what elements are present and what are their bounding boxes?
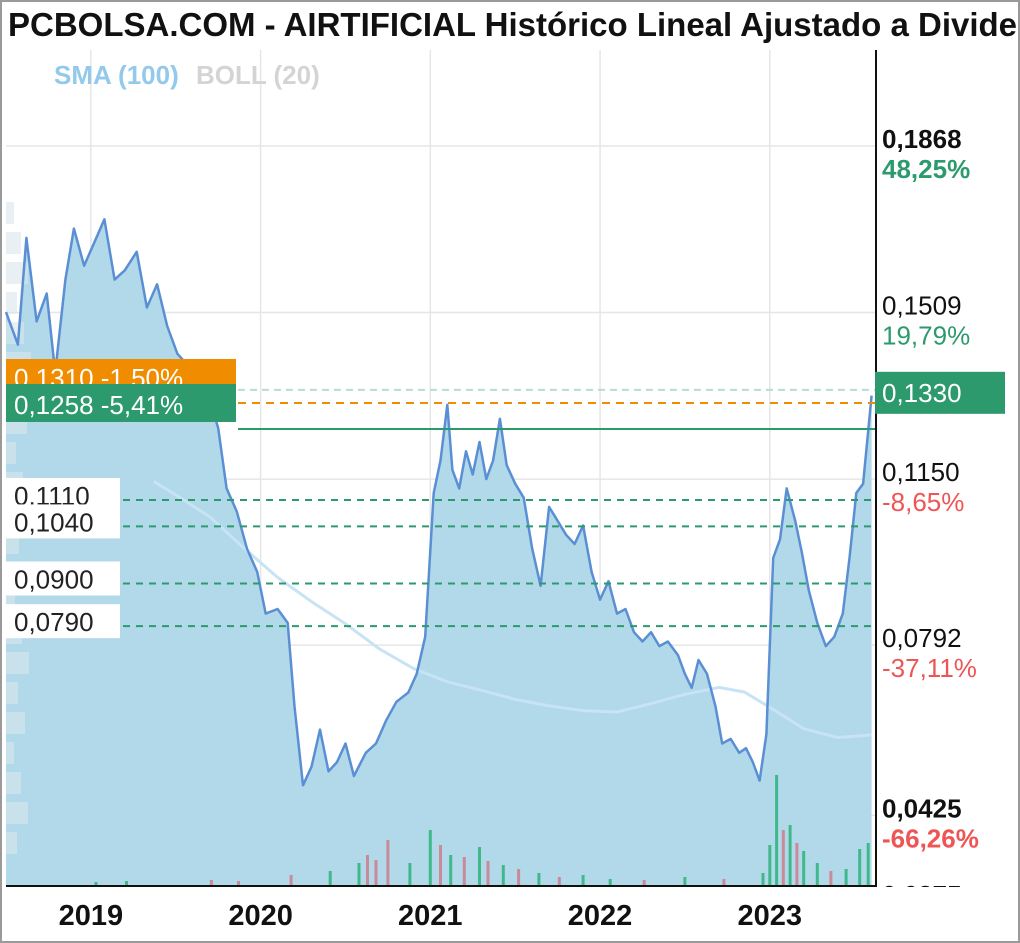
support-label: 0,1040 [14, 507, 94, 537]
volume-profile-bar [6, 712, 25, 734]
volume-bar [357, 863, 361, 885]
volume-bar [788, 825, 792, 885]
right-axis-price-label: 0,1150 [882, 457, 960, 487]
support-label-box [6, 504, 120, 539]
legend-boll[interactable]: BOLL (20) [195, 60, 320, 90]
price-line [4, 218, 873, 787]
volume-bar [386, 840, 390, 885]
volume-bar [557, 877, 561, 885]
current-price-label: 0,1330 [882, 378, 962, 408]
volume-profile-bar [6, 802, 28, 824]
legend-sma[interactable]: SMA (100) [54, 60, 179, 90]
x-tick-label: 2022 [568, 900, 633, 932]
x-tick-label: 2019 [59, 900, 124, 932]
volume-profile-bar [6, 202, 14, 224]
volume-bar [866, 843, 870, 885]
indicator-legend: SMA (100) BOLL (20) [54, 60, 330, 91]
volume-bar [802, 851, 806, 885]
volume-bar [374, 860, 378, 885]
volume-bar [722, 879, 726, 885]
volume-bar [94, 882, 98, 885]
volume-bar [328, 871, 332, 885]
volume-bar [366, 855, 369, 885]
volume-bar [449, 855, 453, 885]
support-label-box [6, 561, 120, 596]
volume-profile-bar [6, 292, 17, 314]
volume-bar [462, 857, 466, 885]
volume-bar [125, 881, 128, 885]
volume-profile-bar [6, 772, 21, 794]
volume-profile-bar [6, 592, 15, 614]
volume-bar [858, 849, 862, 885]
support-label-box [6, 604, 120, 639]
volume-bar [761, 873, 765, 885]
right-axis-price-label: 0,0425 [882, 793, 962, 823]
volume-bar [486, 861, 490, 885]
volume-bar [829, 871, 833, 885]
right-axis-price-label: 0,1509 [882, 291, 962, 321]
right-axis-percent-label: 19,79% [882, 321, 970, 351]
volume-profile-bar [6, 652, 29, 674]
reference-label-green-box [6, 384, 236, 422]
volume-bar [768, 845, 772, 885]
x-tick-label: 2023 [738, 900, 803, 932]
volume-bar [478, 847, 481, 885]
right-axis-percent-label: -8,65% [882, 487, 964, 517]
volume-bar [209, 880, 213, 885]
volume-profile-bar [6, 742, 14, 764]
volume-profile-bar [6, 442, 16, 464]
right-axis-percent-label: -66,26% [882, 823, 979, 853]
volume-bar [795, 843, 799, 885]
right-axis-percent-label: -37,11% [882, 653, 977, 683]
right-axis-percent-label: 48,25% [882, 154, 970, 184]
current-price-badge [875, 371, 1005, 414]
x-axis-background [2, 887, 1018, 941]
volume-profile-bar [6, 322, 24, 344]
volume-profile-bar [6, 832, 17, 854]
volume-bar [608, 879, 612, 885]
volume-bar [781, 830, 785, 885]
right-axis-background [876, 50, 1016, 887]
volume-bar [537, 873, 541, 885]
volume-bar [815, 863, 819, 885]
volume-bar [408, 863, 412, 885]
reference-label-green: 0,1258 -5,41% [14, 390, 183, 420]
volume-bar [581, 875, 585, 885]
volume-bar [428, 830, 432, 885]
volume-bar [237, 881, 240, 885]
volume-profile-bar [6, 682, 18, 704]
price-area [6, 219, 872, 886]
volume-profile-bar [6, 232, 21, 254]
right-axis-price-label: 0,1868 [882, 124, 962, 154]
volume-bar [517, 869, 521, 885]
volume-bar [439, 845, 442, 885]
support-label: 0,0790 [14, 607, 94, 637]
right-axis-price-label: 0,0792 [882, 623, 962, 653]
page-title: PCBOLSA.COM - AIRTIFICIAL Histórico Line… [8, 6, 1020, 43]
volume-bar [683, 877, 687, 885]
support-label: 0,0900 [14, 564, 94, 594]
x-tick-label: 2020 [228, 900, 293, 932]
volume-bar [642, 880, 646, 885]
sma-line [152, 480, 872, 740]
volume-bar [775, 775, 779, 885]
volume-bar [501, 865, 505, 885]
volume-bar [289, 875, 293, 885]
volume-bar [844, 869, 848, 885]
x-tick-label: 2021 [398, 900, 463, 932]
